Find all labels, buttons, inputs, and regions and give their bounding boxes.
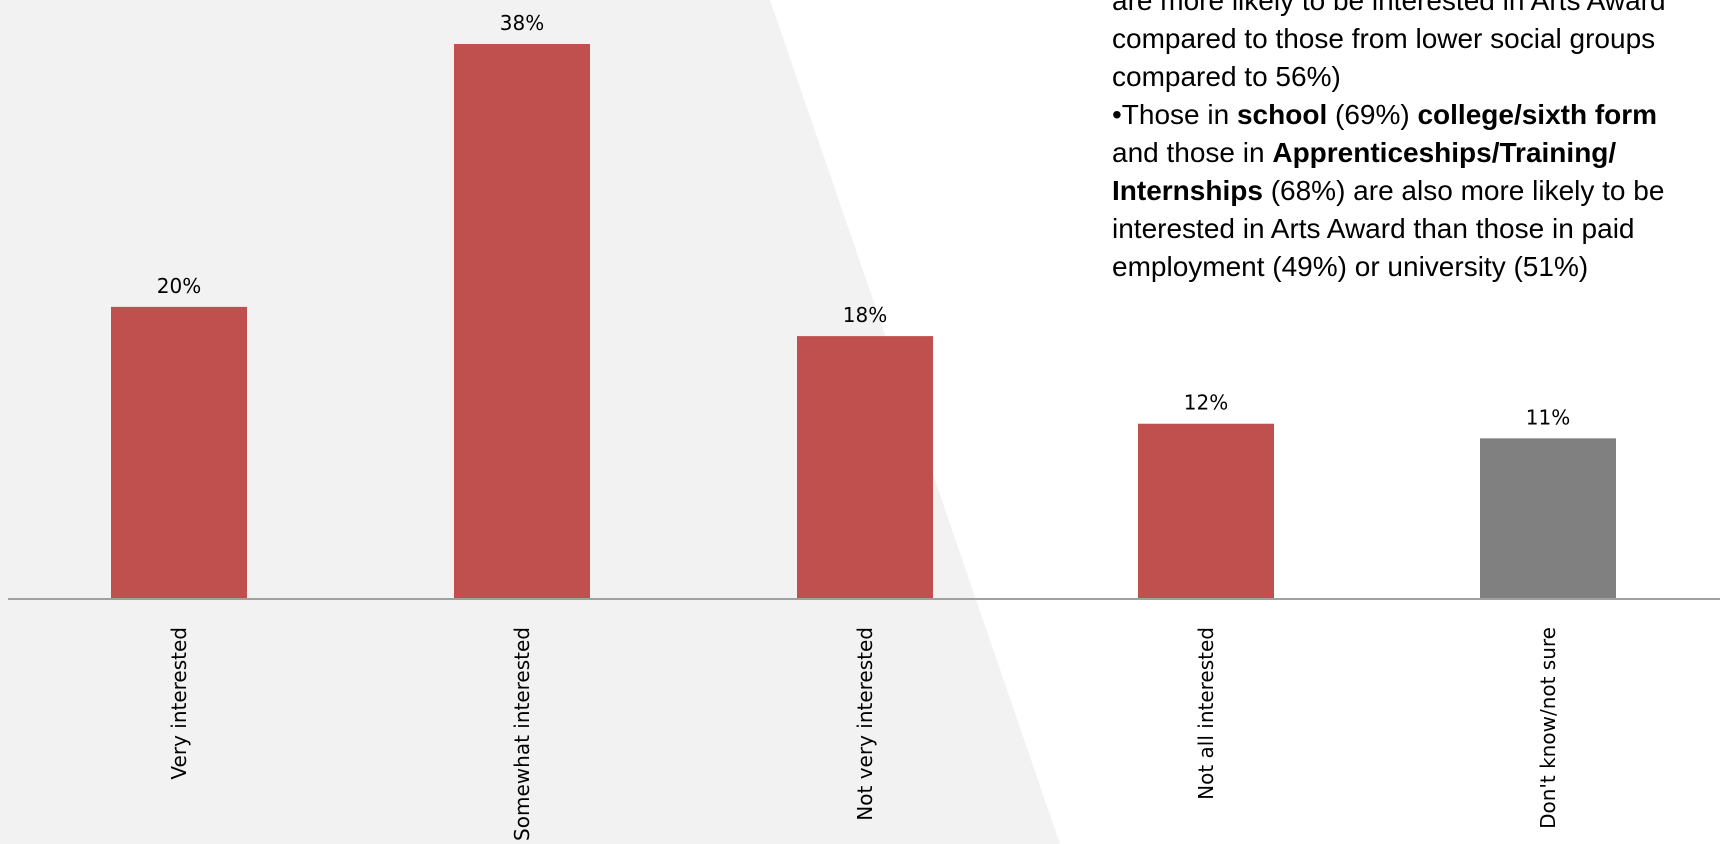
bar-5 [1480, 438, 1616, 599]
callout-school: school [1236, 99, 1328, 130]
callout-line-2: compared to those from lower social grou… [1112, 23, 1656, 54]
bar-1 [111, 306, 247, 599]
callout-text: are more likely to be interested in Arts… [1112, 0, 1727, 286]
callout-internships: Internships [1112, 175, 1263, 206]
data-label-3: 18% [843, 303, 887, 327]
callout-line-3: compared to 56%) [1112, 61, 1341, 92]
tick-labels-group: Very interested Somewhat interested Not ve… [167, 627, 1560, 841]
tick-label-5: Don't know/not sure [1536, 627, 1560, 829]
callout-line-1: are more likely to be interested in Arts… [1112, 0, 1666, 16]
callout-rest-3: employment (49%) or university (51%) [1112, 251, 1589, 282]
tick-label-3: Not very interested [853, 627, 877, 821]
callout-and: and those in [1112, 137, 1273, 168]
callout-rest-2: interested in Arts Award than those in p… [1112, 213, 1635, 244]
callout-college: college/sixth form [1417, 99, 1658, 130]
callout-paragraph-1: are more likely to be interested in Arts… [1112, 0, 1727, 96]
data-labels-group: 20% 38% 18% 12% 11% [157, 11, 1570, 429]
tick-label-1: Very interested [167, 627, 191, 780]
data-label-2: 38% [500, 11, 544, 35]
data-label-4: 12% [1184, 391, 1228, 415]
data-label-5: 11% [1526, 405, 1570, 429]
data-label-1: 20% [157, 274, 201, 298]
callout-school-pct: (69%) [1327, 99, 1418, 130]
bar-3 [797, 336, 933, 599]
bars-group [111, 44, 1616, 599]
tick-label-2: Somewhat interested [510, 627, 534, 841]
callout-rest-1: (68%) are also more likely to be [1262, 175, 1665, 206]
tick-label-4: Not all interested [1194, 627, 1218, 800]
bar-2 [454, 44, 590, 599]
callout-apprenticeships: Apprenticeships/Training/ [1272, 137, 1617, 168]
bar-4 [1138, 423, 1274, 599]
callout-p2-prefix: •Those in [1112, 99, 1237, 130]
callout-paragraph-2: •Those in school (69%) college/sixth for… [1112, 96, 1727, 286]
